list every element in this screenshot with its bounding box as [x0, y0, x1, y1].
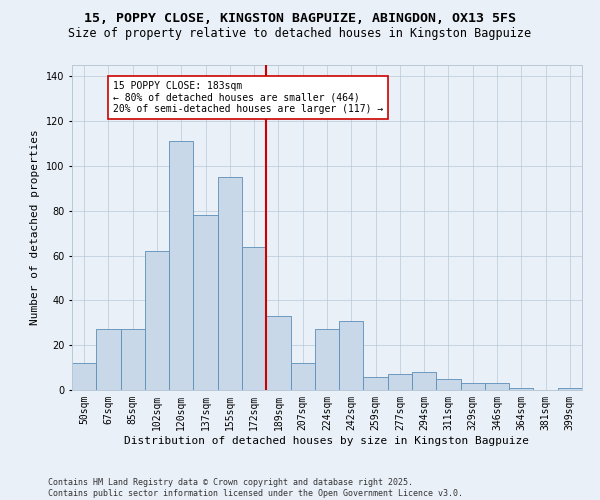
Bar: [339, 320, 364, 390]
Bar: [315, 330, 339, 390]
Bar: [242, 246, 266, 390]
Bar: [485, 384, 509, 390]
Bar: [96, 330, 121, 390]
Bar: [290, 363, 315, 390]
Bar: [388, 374, 412, 390]
Text: 15 POPPY CLOSE: 183sqm
← 80% of detached houses are smaller (464)
20% of semi-de: 15 POPPY CLOSE: 183sqm ← 80% of detached…: [113, 80, 383, 114]
Bar: [193, 215, 218, 390]
Bar: [266, 316, 290, 390]
Text: 15, POPPY CLOSE, KINGSTON BAGPUIZE, ABINGDON, OX13 5FS: 15, POPPY CLOSE, KINGSTON BAGPUIZE, ABIN…: [84, 12, 516, 26]
Bar: [169, 141, 193, 390]
X-axis label: Distribution of detached houses by size in Kingston Bagpuize: Distribution of detached houses by size …: [125, 436, 530, 446]
Bar: [364, 376, 388, 390]
Y-axis label: Number of detached properties: Number of detached properties: [31, 130, 40, 326]
Bar: [461, 384, 485, 390]
Bar: [218, 177, 242, 390]
Bar: [558, 388, 582, 390]
Bar: [72, 363, 96, 390]
Text: Contains HM Land Registry data © Crown copyright and database right 2025.
Contai: Contains HM Land Registry data © Crown c…: [48, 478, 463, 498]
Text: Size of property relative to detached houses in Kingston Bagpuize: Size of property relative to detached ho…: [68, 28, 532, 40]
Bar: [436, 379, 461, 390]
Bar: [412, 372, 436, 390]
Bar: [121, 330, 145, 390]
Bar: [509, 388, 533, 390]
Bar: [145, 251, 169, 390]
